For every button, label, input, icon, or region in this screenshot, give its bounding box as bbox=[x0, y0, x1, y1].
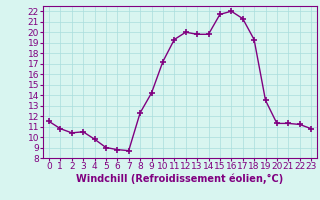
X-axis label: Windchill (Refroidissement éolien,°C): Windchill (Refroidissement éolien,°C) bbox=[76, 174, 284, 184]
